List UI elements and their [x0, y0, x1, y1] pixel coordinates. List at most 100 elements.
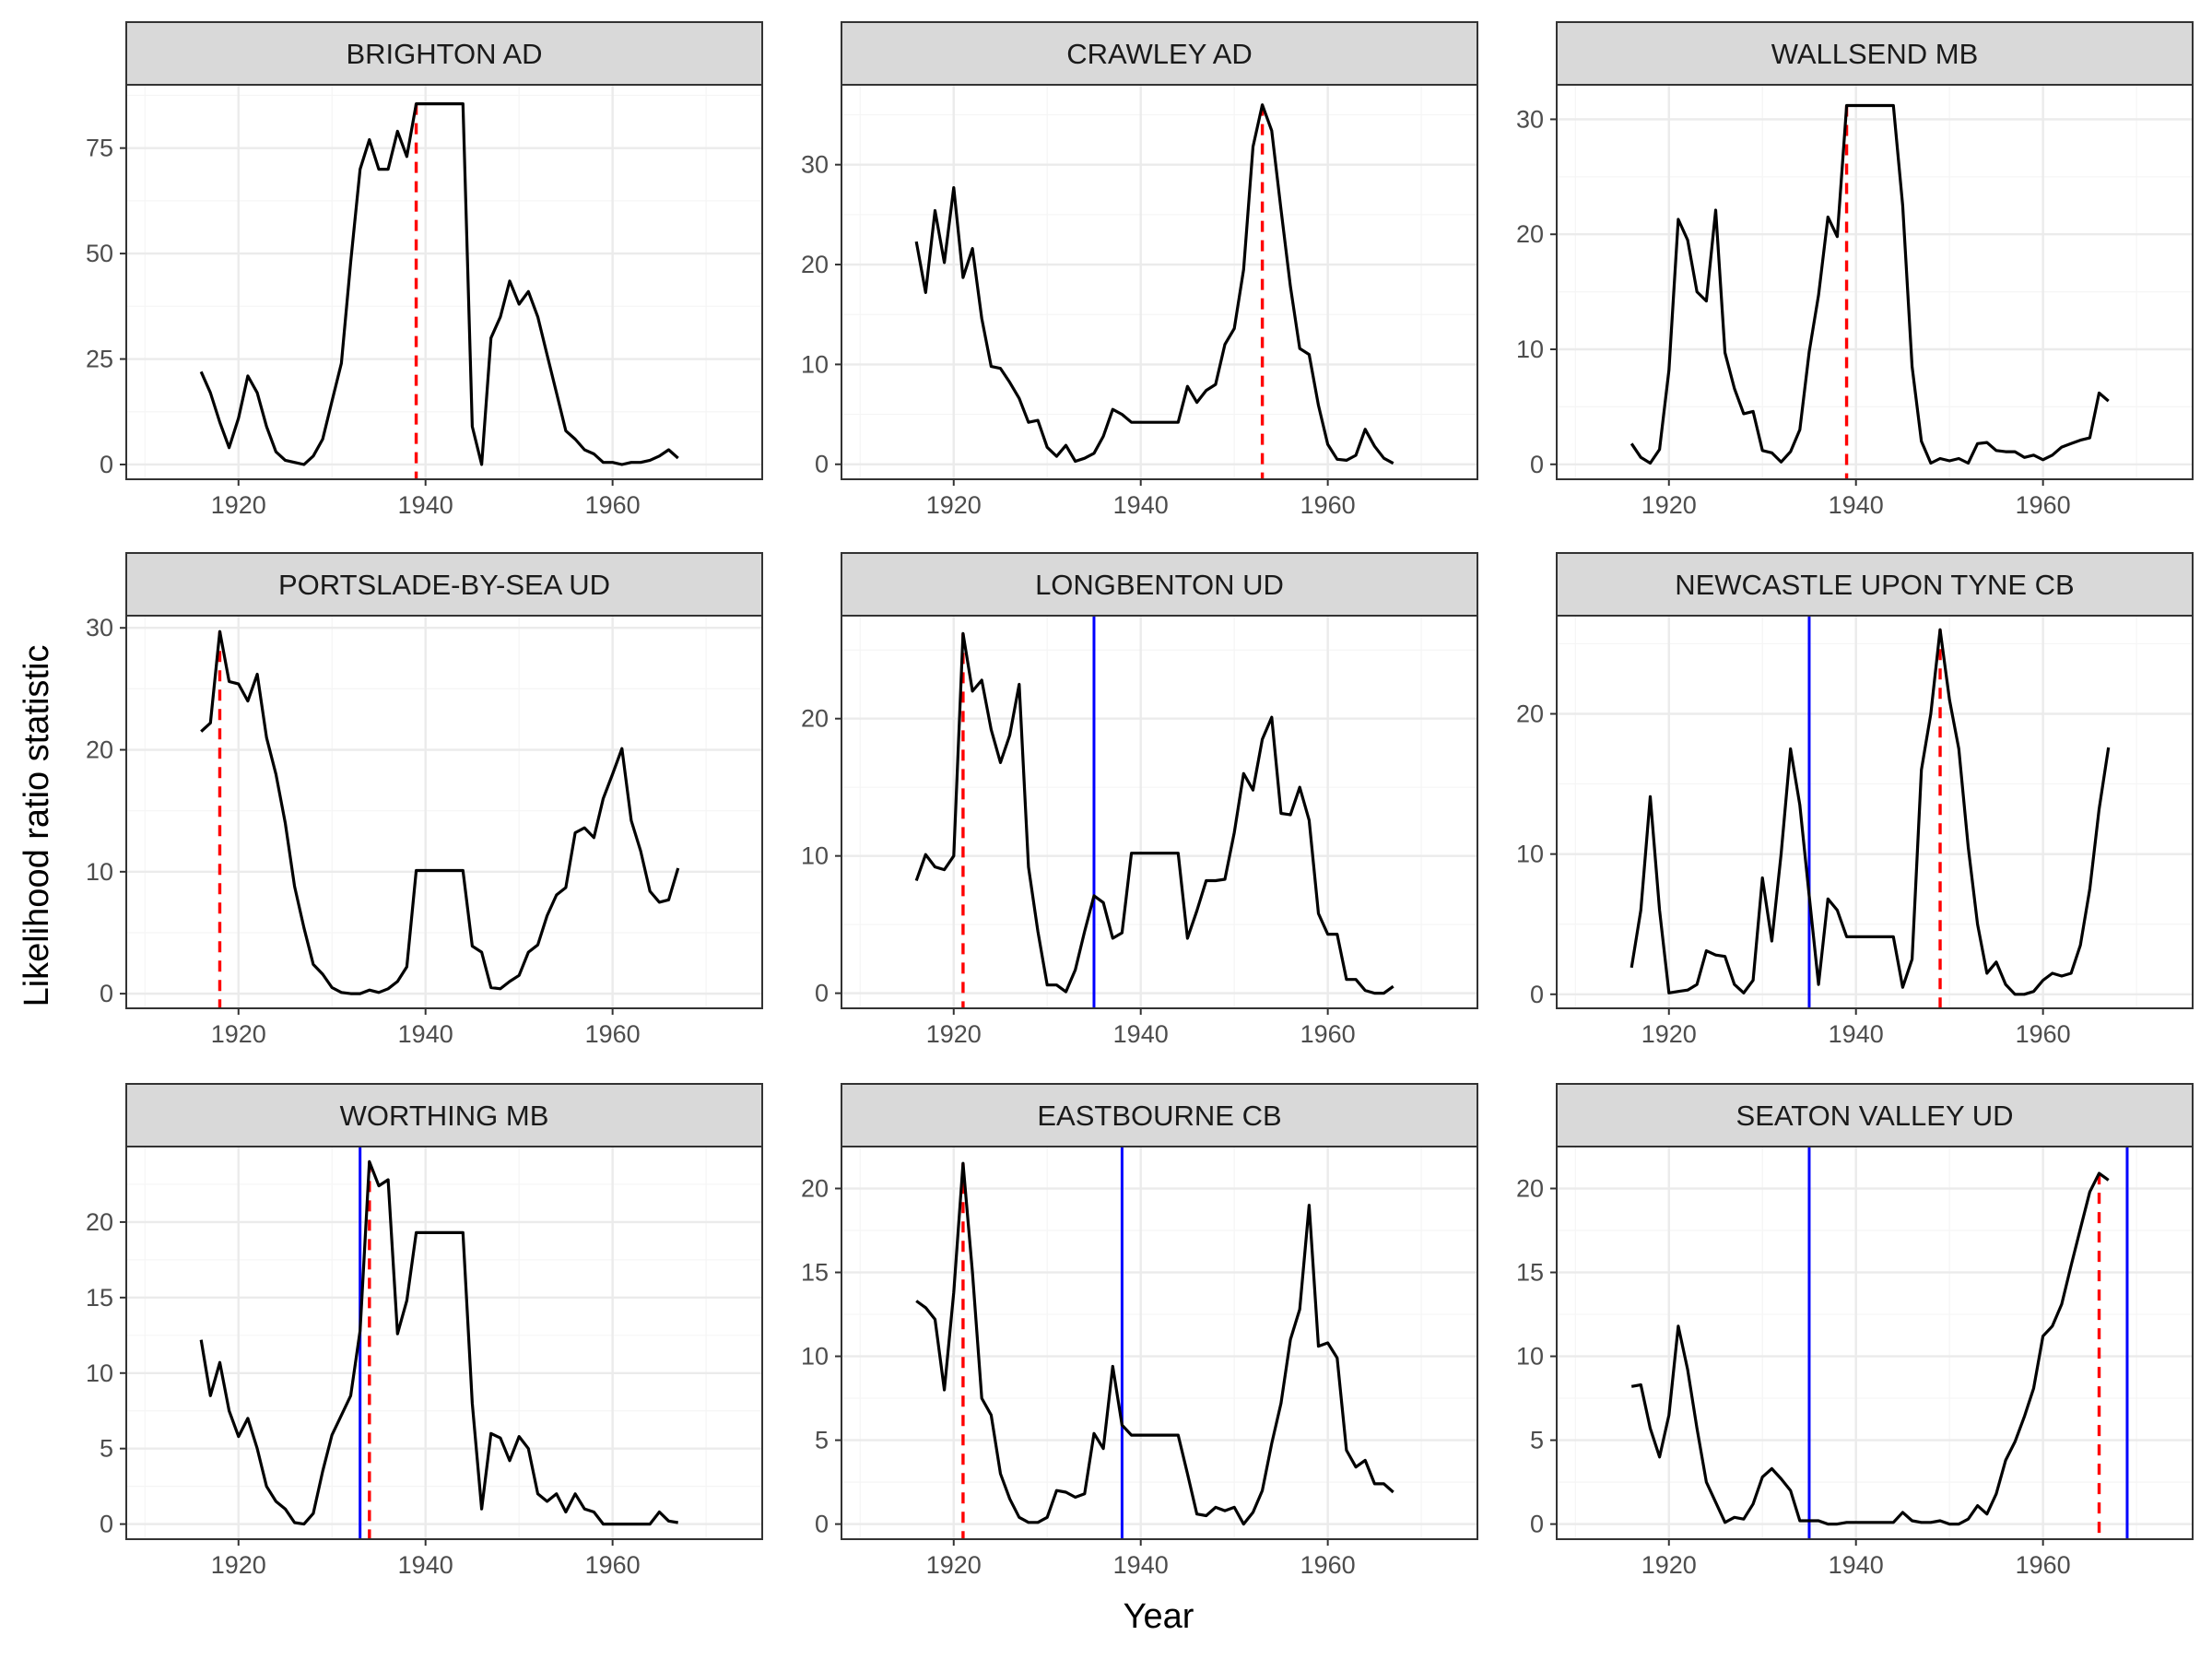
panel-2-background — [841, 85, 1477, 479]
x-tick-label: 1960 — [585, 1551, 641, 1579]
panel-5-series-line — [914, 631, 1394, 995]
panel-3-title: WALLSEND MB — [1771, 38, 1979, 70]
panel-7-background — [126, 1147, 762, 1539]
panel-2-series-line — [914, 103, 1394, 465]
y-tick-label: 15 — [1516, 1259, 1544, 1287]
x-tick-label: 1940 — [1829, 1020, 1884, 1048]
y-tick-label: 0 — [1530, 451, 1544, 478]
panel-2-border — [841, 84, 1478, 480]
panel-8: EASTBOURNE CB 0 5 10 15 20 1920 1940 1960 — [801, 1083, 1478, 1579]
y-tick-label: 0 — [1530, 1511, 1544, 1538]
x-tick-label: 1960 — [1300, 1551, 1356, 1579]
panel-4-border — [125, 615, 763, 1009]
x-tick-label: 1960 — [1300, 1020, 1356, 1048]
x-tick-label: 1920 — [211, 491, 266, 519]
y-tick-label: 0 — [100, 980, 113, 1007]
y-tick-label: 5 — [815, 1427, 829, 1454]
x-tick-label: 1940 — [1113, 491, 1169, 519]
panel-7-strip — [125, 1083, 763, 1147]
panel-8-strip — [841, 1083, 1478, 1147]
panel-3: WALLSEND MB 0 10 20 30 1920 1940 1960 — [1516, 21, 2194, 519]
panel-1-strip — [125, 21, 763, 86]
x-tick-label: 1940 — [398, 1551, 453, 1579]
y-tick-label: 10 — [801, 350, 829, 378]
x-tick-label: 1920 — [926, 491, 982, 519]
panel-3-strip — [1556, 21, 2194, 86]
panel-3-border — [1556, 84, 2194, 480]
y-tick-label: 30 — [801, 151, 829, 179]
x-tick-label: 1960 — [2016, 1020, 2071, 1048]
x-tick-label: 1960 — [1300, 491, 1356, 519]
y-axis-title: Likelihood ratio statistic — [18, 645, 56, 1007]
x-tick-label: 1920 — [1641, 491, 1697, 519]
panel-7-title: WORTHING MB — [340, 1100, 549, 1132]
y-tick-label: 20 — [86, 736, 113, 764]
x-tick-label: 1920 — [211, 1020, 266, 1048]
x-tick-label: 1940 — [1829, 1551, 1884, 1579]
panel-6-title: NEWCASTLE UPON TYNE CB — [1675, 569, 2075, 601]
panel-1-series-line — [199, 101, 679, 466]
panel-7-border — [125, 1146, 763, 1540]
panel-5-border — [841, 615, 1478, 1009]
y-tick-label: 75 — [86, 135, 113, 162]
panel-6-series-line — [1630, 628, 2111, 996]
panel-1: BRIGHTON AD 0 25 50 75 1920 1940 1960 — [86, 21, 763, 519]
panel-4-background — [126, 616, 762, 1008]
y-tick-label: 10 — [1516, 1343, 1544, 1371]
panel-9-background — [1557, 1147, 2193, 1539]
x-tick-label: 1940 — [398, 1020, 453, 1048]
panel-1-background — [126, 85, 762, 479]
panel-8-border — [841, 1146, 1478, 1540]
x-tick-label: 1960 — [585, 491, 641, 519]
y-tick-label: 5 — [1530, 1427, 1544, 1454]
y-tick-label: 0 — [815, 980, 829, 1007]
y-tick-label: 50 — [86, 240, 113, 267]
y-tick-label: 20 — [86, 1208, 113, 1236]
y-tick-label: 0 — [1530, 981, 1544, 1008]
panel-6: NEWCASTLE UPON TYNE CB 0 10 20 1920 1940 1960 — [1516, 552, 2194, 1048]
y-tick-label: 10 — [1516, 841, 1544, 868]
panel-3-series-line — [1630, 103, 2110, 465]
x-axis-title: Year — [1124, 1597, 1194, 1636]
panel-6-strip — [1556, 552, 2194, 617]
panel-9: SEATON VALLEY UD 0 5 10 15 20 1920 1940 1960 — [1516, 1083, 2194, 1579]
x-tick-label: 1960 — [2016, 1551, 2071, 1579]
panel-2-title: CRAWLEY AD — [1066, 38, 1253, 70]
y-tick-label: 30 — [1516, 105, 1544, 133]
x-tick-label: 1940 — [398, 491, 453, 519]
y-tick-label: 20 — [801, 1175, 829, 1203]
panel-4-title: PORTSLADE-BY-SEA UD — [278, 569, 610, 601]
y-tick-label: 10 — [1516, 335, 1544, 363]
y-tick-label: 10 — [86, 1359, 113, 1387]
y-tick-label: 20 — [1516, 1175, 1544, 1203]
panel-4-strip — [125, 552, 763, 617]
y-tick-label: 25 — [86, 346, 113, 373]
y-tick-label: 15 — [86, 1284, 113, 1312]
y-tick-label: 0 — [100, 1511, 113, 1538]
panel-8-series-line — [915, 1161, 1394, 1526]
x-tick-label: 1960 — [2016, 491, 2071, 519]
panel-1-title: BRIGHTON AD — [346, 38, 542, 70]
y-tick-label: 5 — [100, 1435, 113, 1463]
y-tick-label: 30 — [86, 614, 113, 641]
y-tick-label: 15 — [801, 1259, 829, 1287]
panel-5-background — [841, 616, 1477, 1008]
x-tick-label: 1920 — [926, 1020, 982, 1048]
panel-9-title: SEATON VALLEY UD — [1736, 1100, 2014, 1132]
y-tick-label: 20 — [801, 251, 829, 278]
y-tick-label: 20 — [1516, 700, 1544, 728]
panel-7-series-line — [199, 1159, 678, 1526]
panel-2: CRAWLEY AD 0 10 20 30 1920 1940 1960 — [801, 21, 1478, 519]
x-tick-label: 1920 — [926, 1551, 982, 1579]
panel-7: WORTHING MB 0 5 10 15 20 1920 1940 1960 — [86, 1083, 763, 1579]
panel-3-background — [1557, 85, 2193, 479]
panel-8-title: EASTBOURNE CB — [1037, 1100, 1281, 1132]
panel-5: LONGBENTON UD 0 10 20 1920 1940 1960 — [801, 552, 1478, 1048]
y-tick-label: 10 — [86, 858, 113, 886]
y-tick-label: 20 — [1516, 220, 1544, 248]
panel-9-border — [1556, 1146, 2194, 1540]
y-tick-label: 10 — [801, 842, 829, 870]
panel-4-series-line — [200, 629, 680, 995]
